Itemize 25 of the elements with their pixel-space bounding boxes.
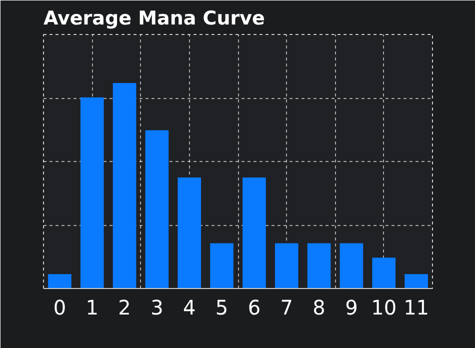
x-tick-label: 0 (53, 296, 66, 320)
x-tick-label: 1 (86, 296, 98, 320)
bar (404, 274, 428, 288)
x-tick-label: 2 (118, 296, 131, 320)
bar (48, 274, 72, 288)
bar (178, 178, 202, 288)
x-tick-label: 8 (312, 296, 326, 320)
x-tick-label: 6 (248, 296, 261, 320)
bar (307, 243, 331, 288)
x-tick-label: 5 (215, 296, 228, 320)
x-tick-label: 3 (150, 296, 164, 320)
bar (340, 243, 364, 288)
x-tick-label: 7 (280, 296, 293, 320)
bar (372, 258, 396, 288)
bar (80, 97, 104, 288)
x-tick-label: 10 (371, 296, 397, 320)
bar (274, 243, 298, 288)
bar (112, 83, 136, 288)
x-tick-label: 9 (345, 296, 358, 320)
x-tick-label: 11 (404, 296, 430, 320)
chart-title: Average Mana Curve (44, 8, 265, 30)
bar (242, 178, 266, 288)
bar (145, 130, 169, 288)
x-tick-label: 4 (183, 296, 196, 320)
bar (210, 243, 234, 288)
